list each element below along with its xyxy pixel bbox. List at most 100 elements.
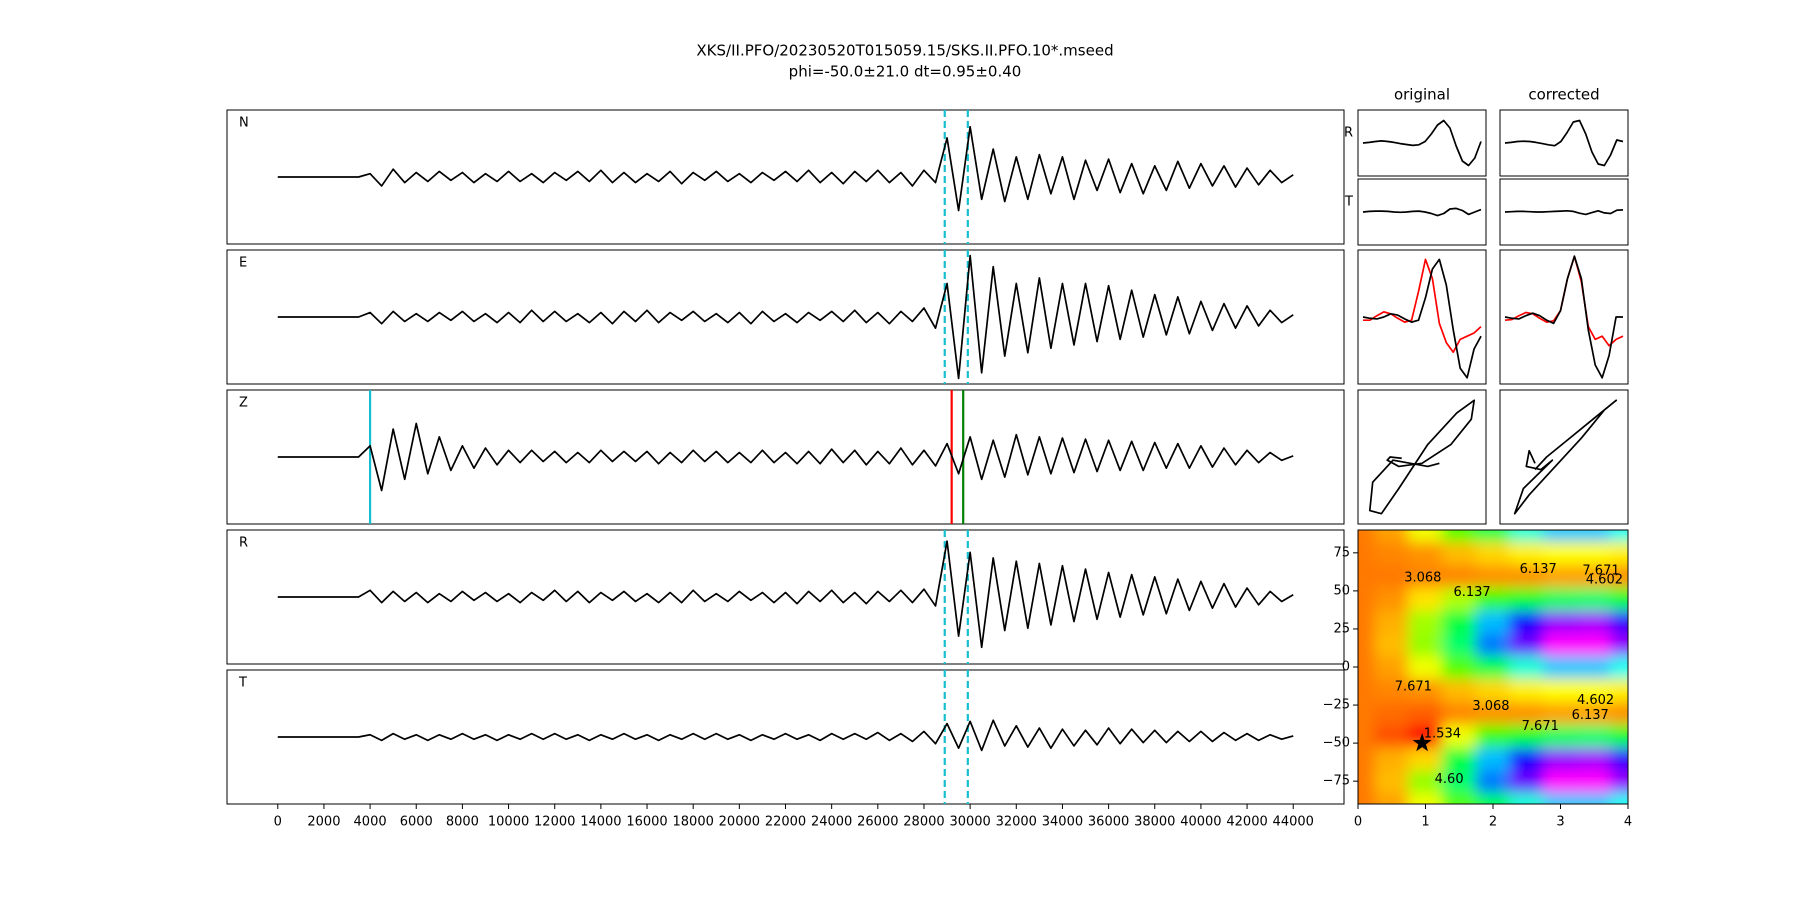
heatmap-cell <box>1441 723 1477 748</box>
column-title: corrected <box>1528 86 1599 104</box>
heatmap-cell <box>1543 586 1578 611</box>
heatmap-cell <box>1543 700 1578 725</box>
heatmap-cell <box>1441 586 1477 611</box>
contour-label: 6.137 <box>1453 585 1490 600</box>
heatmap-cell <box>1543 530 1578 542</box>
heatmap-cell <box>1610 746 1628 771</box>
heatmap-cell <box>1610 609 1628 634</box>
heatmap-cell <box>1509 609 1545 634</box>
panel-frame <box>1499 109 1629 177</box>
heatmap-cell <box>1475 792 1511 804</box>
panel-label: Z <box>239 396 248 411</box>
heatmap-cell <box>1475 609 1511 634</box>
heatmap-cell <box>1610 586 1628 611</box>
y-tick-label: 50 <box>1333 583 1350 598</box>
x-tick-label: 3 <box>1556 815 1564 830</box>
heatmap-cell <box>1441 540 1477 565</box>
y-tick-label: 75 <box>1333 545 1350 560</box>
heatmap-cell <box>1441 530 1477 542</box>
contour-label: 4.602 <box>1586 573 1623 588</box>
heatmap-cell <box>1475 677 1511 702</box>
y-tick-label: −75 <box>1323 774 1350 789</box>
contour-label: 3.068 <box>1404 570 1441 585</box>
heatmap-cell <box>1358 677 1376 702</box>
heatmap-cell <box>1408 563 1443 588</box>
heatmap-cell <box>1374 792 1410 804</box>
heatmap-cell <box>1509 586 1545 611</box>
heatmap-cell <box>1610 563 1628 588</box>
heatmap-cell <box>1576 530 1612 542</box>
heatmap-cell <box>1576 540 1612 565</box>
heatmap-cell <box>1543 769 1578 794</box>
heatmap-cell <box>1543 677 1578 702</box>
heatmap-cell <box>1441 632 1477 657</box>
heatmap-cell <box>1358 586 1376 611</box>
panel-frame <box>226 389 1345 525</box>
contour-label: 4.60 <box>1435 772 1464 787</box>
trace <box>277 254 1294 380</box>
heatmap-cell <box>1610 655 1628 679</box>
x-tick-label: 42000 <box>1226 815 1267 830</box>
heatmap-cell <box>1408 540 1443 565</box>
heatmap-cell <box>1408 792 1443 804</box>
heatmap-cell <box>1475 563 1511 588</box>
heatmap-cell <box>1358 792 1376 804</box>
heatmap-cell <box>1358 540 1376 565</box>
heatmap-cell <box>1441 792 1477 804</box>
trace <box>277 719 1294 752</box>
x-tick-label: 14000 <box>580 815 621 830</box>
x-tick-label: 4 <box>1624 815 1632 830</box>
overlay-trace <box>1363 258 1482 354</box>
column-title: original <box>1394 86 1450 104</box>
heatmap-cell <box>1610 723 1628 748</box>
heatmap-cell <box>1610 540 1628 565</box>
heatmap-cell <box>1576 700 1612 725</box>
heatmap-cell <box>1576 586 1612 611</box>
heatmap-cell <box>1509 530 1545 542</box>
contour-label: 7.671 <box>1395 679 1432 694</box>
heatmap-cell <box>1358 655 1376 679</box>
heatmap-cell <box>1509 563 1545 588</box>
panel-frame <box>1357 109 1487 177</box>
panel-label: E <box>239 256 247 271</box>
contour-label: 6.137 <box>1572 708 1609 723</box>
heatmap-cell <box>1374 540 1410 565</box>
y-tick-label: −50 <box>1323 736 1350 751</box>
heatmap-cell <box>1374 632 1410 657</box>
heatmap-cell <box>1610 792 1628 804</box>
x-tick-label: 28000 <box>903 815 944 830</box>
panel-label: R <box>239 536 248 551</box>
heatmap-cell <box>1475 586 1511 611</box>
contour-label: 6.137 <box>1520 562 1557 577</box>
heatmap-cell <box>1408 530 1443 542</box>
heatmap-cell <box>1543 563 1578 588</box>
heatmap-cell <box>1374 530 1410 542</box>
heatmap-cell <box>1543 746 1578 771</box>
heatmap-cell <box>1441 769 1477 794</box>
heatmap-cell <box>1408 769 1443 794</box>
heatmap-cell <box>1441 746 1477 771</box>
heatmap-cell <box>1408 586 1443 611</box>
heatmap-cell <box>1441 655 1477 679</box>
overlay-trace <box>1362 258 1482 379</box>
heatmap-cell <box>1374 769 1410 794</box>
component-trace <box>1362 207 1482 217</box>
x-tick-label: 30000 <box>949 815 990 830</box>
heatmap-cell <box>1509 677 1545 702</box>
x-tick-label: 16000 <box>626 815 667 830</box>
x-tick-label: 0 <box>274 815 282 830</box>
contour-label: 1.534 <box>1424 726 1461 741</box>
x-tick-label: 10000 <box>488 815 529 830</box>
heatmap-cell <box>1576 609 1612 634</box>
heatmap-cell <box>1408 700 1443 725</box>
heatmap-cell <box>1509 655 1545 679</box>
heatmap-cell <box>1408 609 1443 634</box>
x-tick-label: 38000 <box>1134 815 1175 830</box>
heatmap <box>1358 530 1628 804</box>
heatmap-cell <box>1374 609 1410 634</box>
x-tick-label: 44000 <box>1273 815 1314 830</box>
panel-frame <box>226 109 1345 245</box>
heatmap-cell <box>1374 700 1410 725</box>
panel-label: T <box>238 676 247 691</box>
particle-motion <box>1513 399 1618 515</box>
